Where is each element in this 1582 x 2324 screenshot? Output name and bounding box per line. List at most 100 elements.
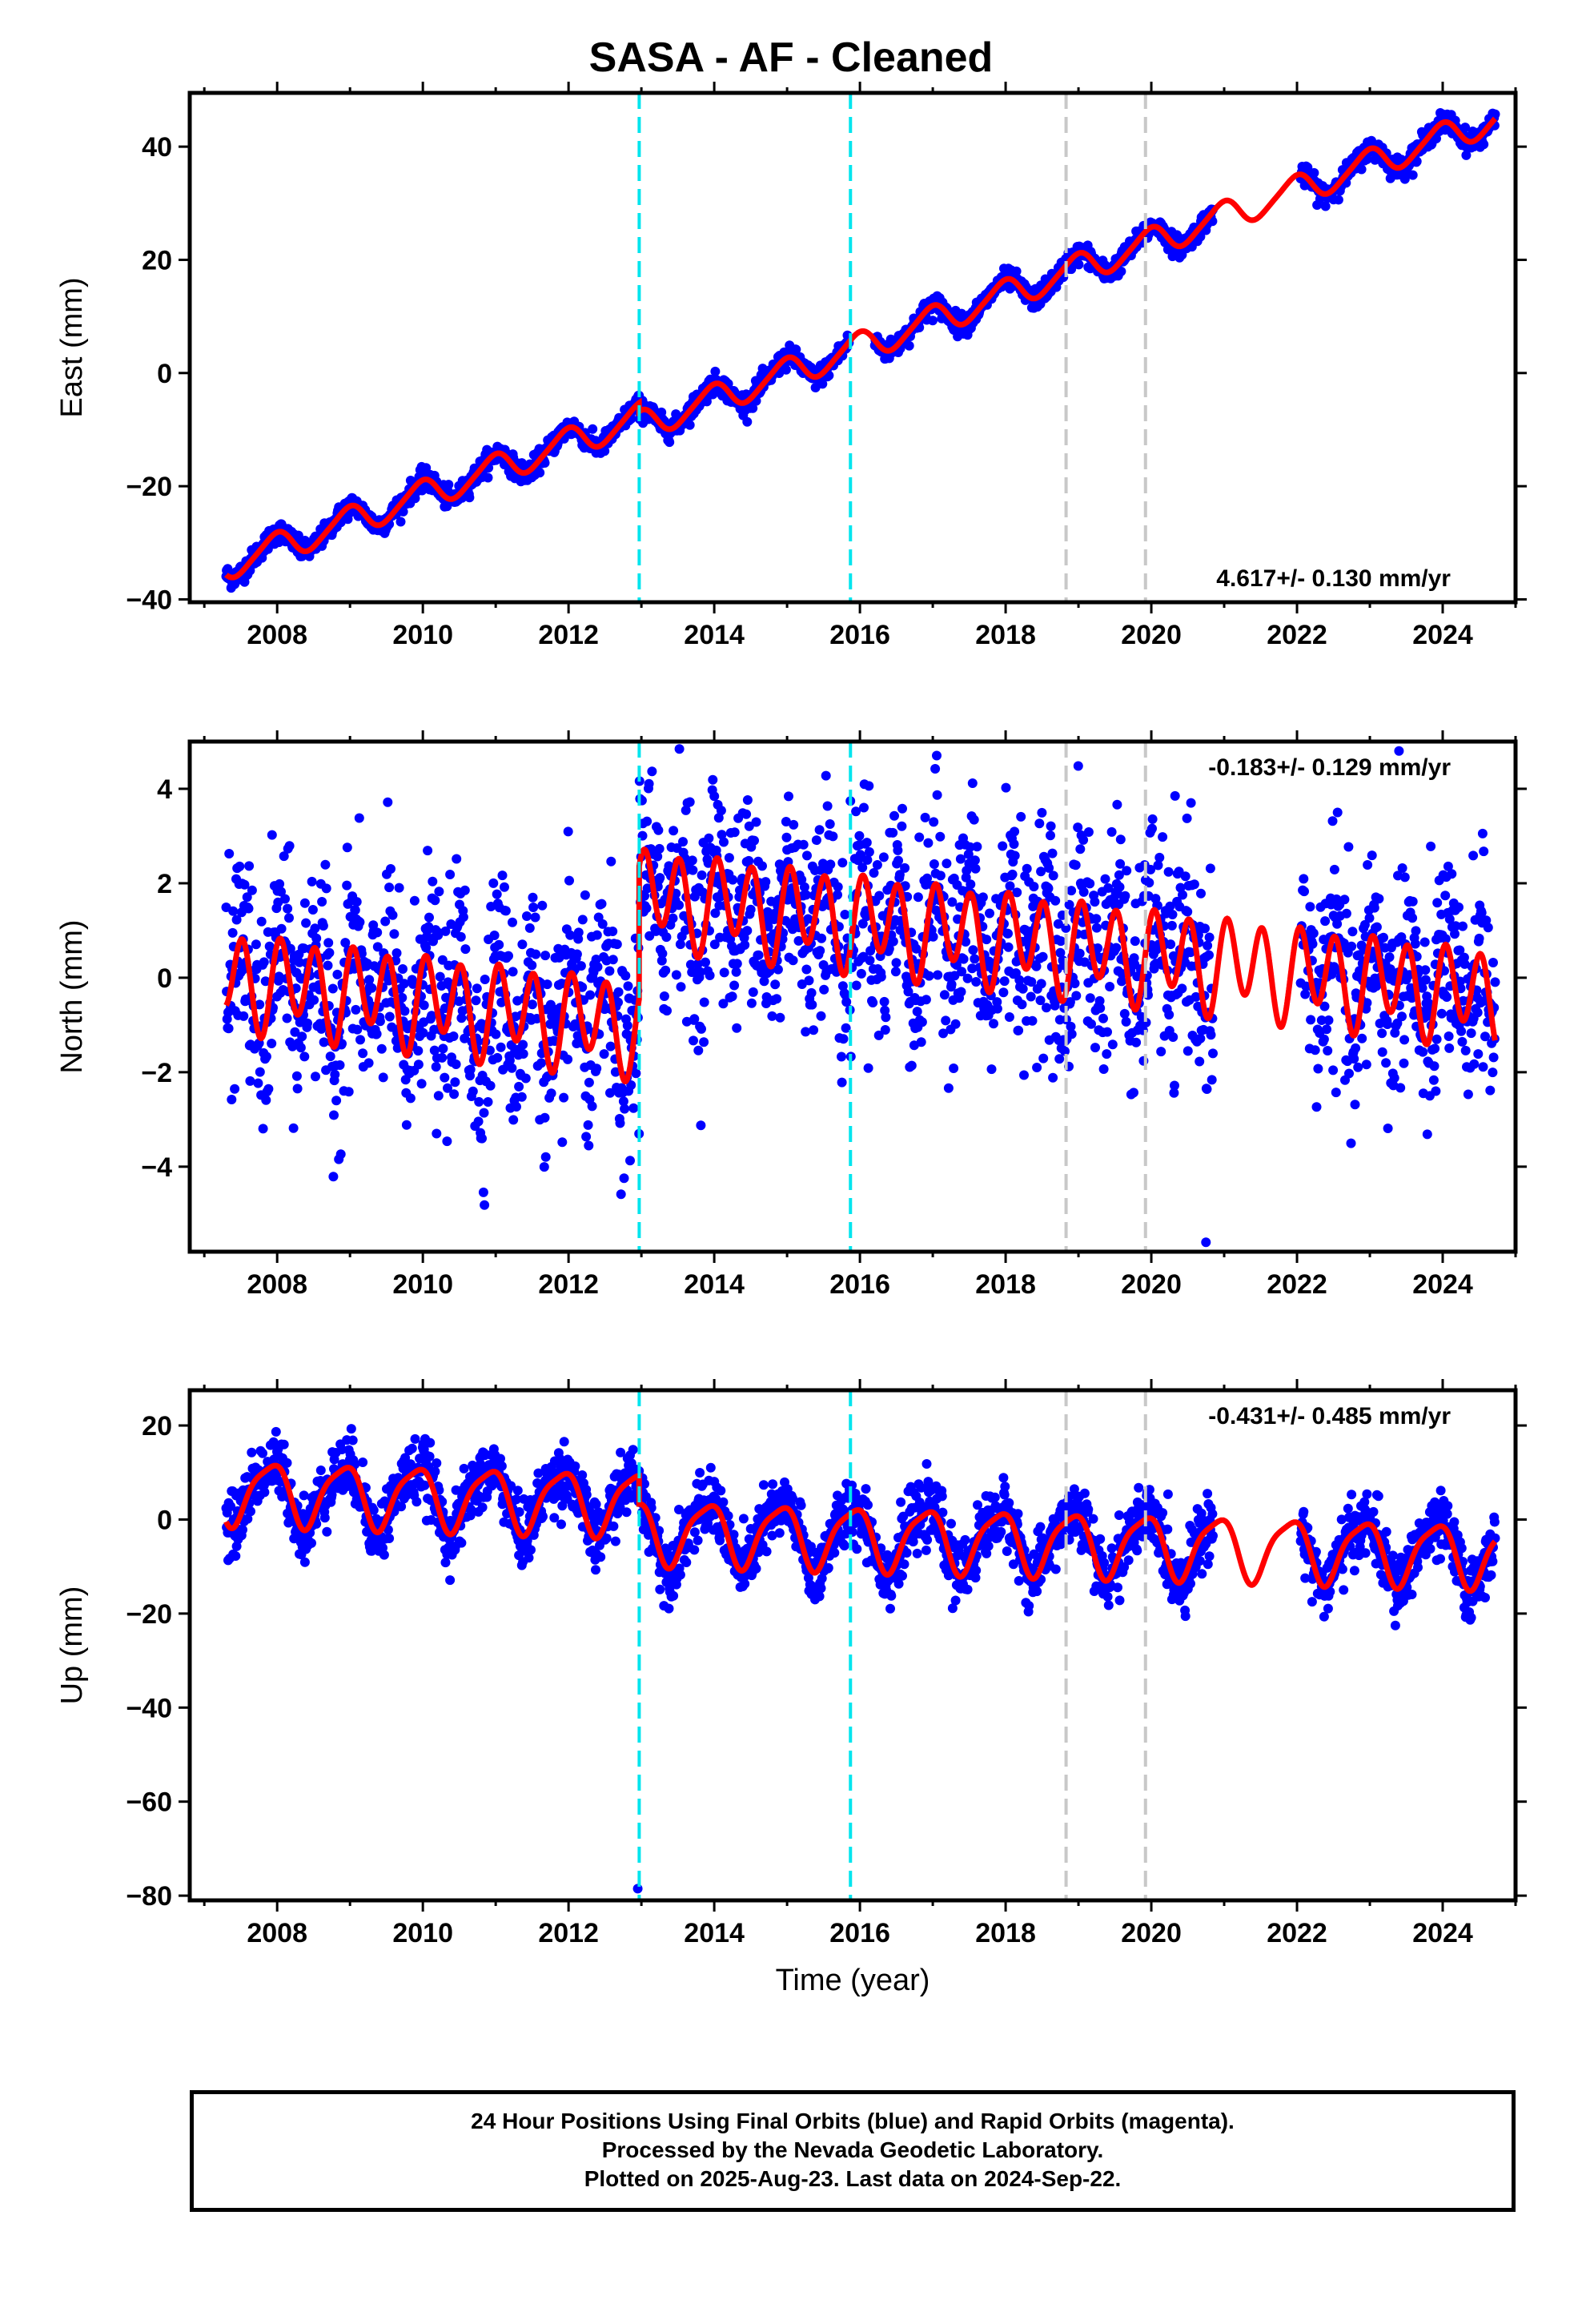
data-point <box>668 913 678 923</box>
data-point <box>328 1172 339 1182</box>
gps-timeseries-chart: 2008 2010 2012 2014 2016 2018 2020 2022 2024−40−… <box>55 82 1527 1997</box>
x-tick-label: 2016 <box>829 620 890 650</box>
data-point <box>581 1132 592 1142</box>
chart-title: SASA - AF - Cleaned <box>588 34 994 81</box>
data-point <box>1019 1070 1029 1080</box>
data-point <box>688 865 698 875</box>
panel-up: 2008 2010 2012 2014 2016 2018 2020 2022 2024−80−… <box>55 1379 1527 1948</box>
data-point <box>1397 1011 1407 1022</box>
data-point <box>320 859 331 870</box>
y-tick-label: −2 <box>141 1058 172 1088</box>
data-point <box>900 862 910 873</box>
data-point <box>584 1140 594 1151</box>
data-point <box>921 995 931 1005</box>
data-point <box>449 1089 460 1100</box>
data-point <box>259 957 269 967</box>
data-point <box>1180 871 1191 882</box>
data-point <box>1047 848 1058 858</box>
data-point <box>1071 991 1082 1001</box>
data-point <box>384 883 395 893</box>
data-point <box>1178 890 1187 900</box>
data-point <box>775 1012 785 1023</box>
data-point <box>890 967 901 977</box>
data-point <box>1085 993 1095 1003</box>
data-point <box>1111 943 1122 953</box>
data-point <box>716 806 726 816</box>
data-point <box>520 1073 531 1084</box>
data-point <box>1003 942 1014 952</box>
y-tick-label: 2 <box>157 869 172 899</box>
data-point <box>1106 826 1117 837</box>
x-tick-label: 2018 <box>975 620 1036 650</box>
data-point <box>394 883 404 893</box>
data-point <box>1004 1012 1014 1022</box>
data-point <box>596 899 607 909</box>
data-point <box>1443 1031 1454 1041</box>
data-point <box>923 838 934 848</box>
data-point <box>1203 940 1213 951</box>
data-point <box>303 1018 312 1028</box>
data-point <box>508 967 518 977</box>
data-point <box>1327 816 1338 826</box>
data-point <box>1420 965 1431 975</box>
data-point <box>599 1049 609 1059</box>
data-point <box>939 990 950 1000</box>
data-point <box>729 980 740 991</box>
data-point <box>753 950 764 960</box>
data-point <box>1170 790 1180 801</box>
data-point <box>1399 1058 1409 1068</box>
data-point <box>1018 983 1028 994</box>
data-point <box>450 1077 460 1088</box>
data-point <box>674 900 684 911</box>
plot-area-up <box>221 1424 1500 1894</box>
data-point <box>1204 932 1215 943</box>
data-point <box>916 1037 926 1047</box>
data-point <box>816 1011 826 1021</box>
x-tick-label: 2016 <box>829 1269 890 1300</box>
data-point <box>731 967 741 977</box>
data-point <box>536 1058 547 1068</box>
data-point <box>746 998 757 1008</box>
data-point <box>477 1133 487 1144</box>
data-point <box>383 797 393 807</box>
data-point <box>947 897 958 907</box>
data-point <box>801 1027 811 1037</box>
data-point <box>351 1004 361 1015</box>
data-point <box>380 916 391 927</box>
data-point <box>478 1187 488 1197</box>
data-point <box>665 437 675 448</box>
data-point <box>584 1077 594 1088</box>
data-point <box>259 1487 270 1498</box>
data-point <box>227 1095 237 1104</box>
data-point <box>228 906 239 916</box>
data-point <box>661 965 671 975</box>
data-point <box>1182 813 1192 823</box>
data-point <box>1333 195 1343 205</box>
data-point <box>327 983 338 994</box>
data-point <box>223 1023 234 1034</box>
data-point <box>1399 1035 1410 1045</box>
data-point <box>1411 926 1421 936</box>
data-point <box>1367 850 1377 861</box>
data-point <box>431 1062 441 1072</box>
data-point <box>719 837 729 847</box>
data-point <box>1472 1007 1483 1018</box>
data-point <box>587 1101 597 1112</box>
data-point <box>942 858 952 869</box>
data-point <box>1100 874 1110 884</box>
data-point <box>1331 1088 1341 1098</box>
data-point <box>872 860 882 870</box>
data-point <box>1468 850 1479 861</box>
data-point <box>699 1037 709 1047</box>
data-point <box>1469 1059 1480 1069</box>
data-point <box>460 885 470 895</box>
data-point <box>292 1084 303 1094</box>
data-point <box>889 810 899 821</box>
data-point <box>1399 872 1410 883</box>
data-point <box>622 1020 632 1031</box>
data-point <box>1479 846 1489 857</box>
data-point <box>384 1011 395 1022</box>
data-point <box>1339 895 1350 905</box>
data-point <box>517 939 528 950</box>
data-point <box>709 791 720 802</box>
